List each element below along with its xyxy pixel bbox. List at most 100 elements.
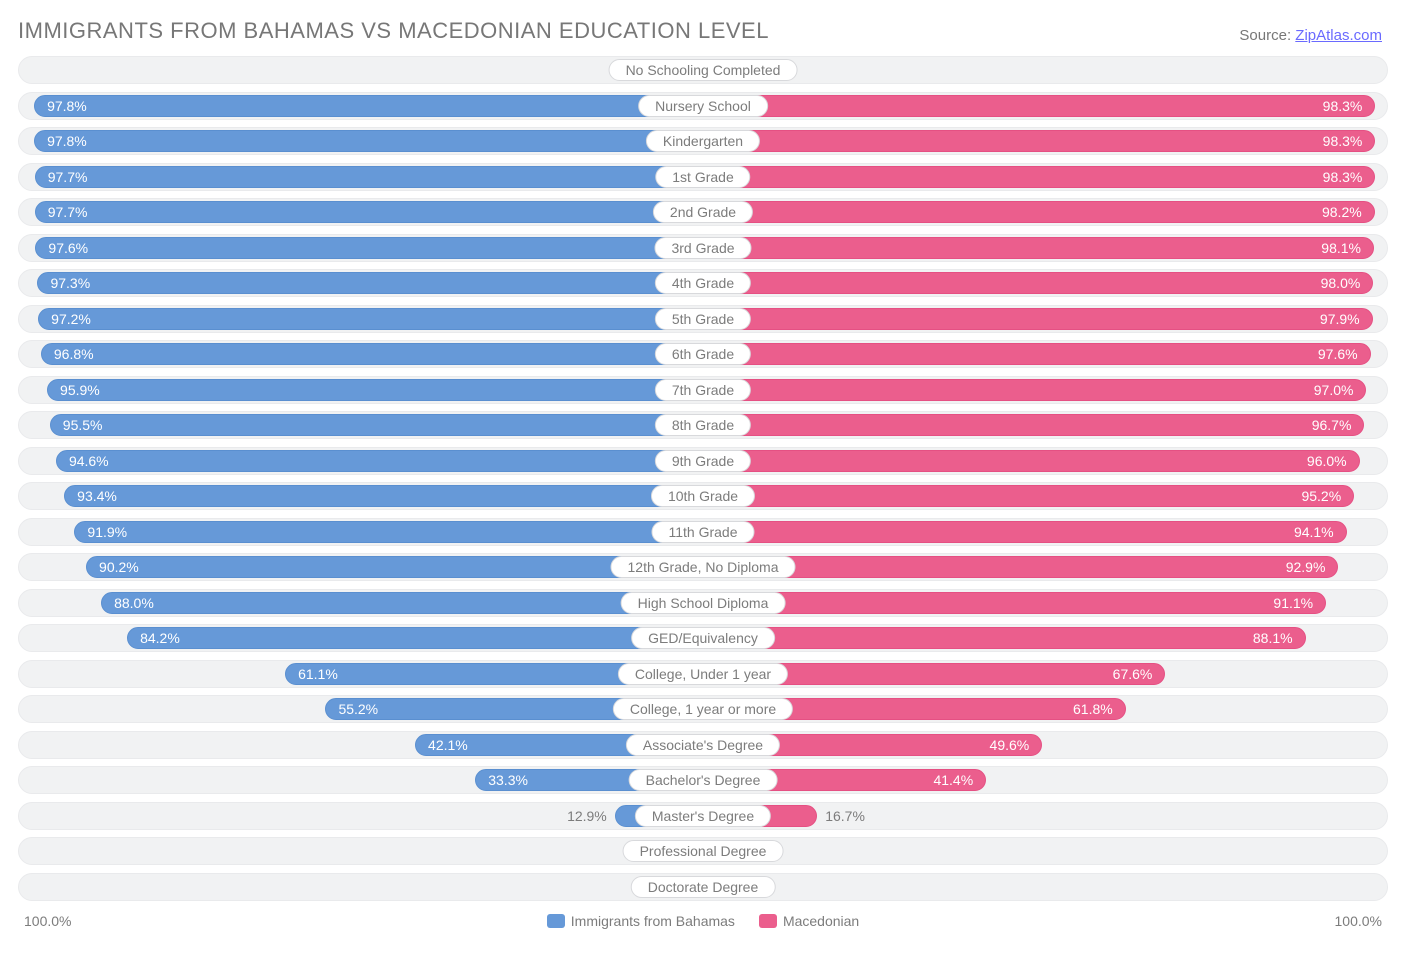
- value-label-left: 97.6%: [48, 238, 88, 258]
- value-label-right: 41.4%: [933, 770, 973, 790]
- bar-right: 88.1%: [703, 627, 1306, 649]
- bar-right: 97.9%: [703, 308, 1373, 330]
- legend: Immigrants from Bahamas Macedonian: [547, 913, 859, 929]
- value-label-left: 97.7%: [48, 167, 88, 187]
- value-label-right: 98.3%: [1323, 131, 1363, 151]
- bar-right: 98.2%: [703, 201, 1375, 223]
- chart-container: IMMIGRANTS FROM BAHAMAS VS MACEDONIAN ED…: [0, 0, 1406, 975]
- value-label-left: 97.7%: [48, 202, 88, 222]
- value-label-right: 96.7%: [1312, 415, 1352, 435]
- bar-right: 98.3%: [703, 130, 1375, 152]
- source-attribution: Source: ZipAtlas.com: [1239, 27, 1382, 44]
- value-label-left: 12.9%: [567, 803, 607, 829]
- category-label: 11th Grade: [651, 521, 754, 543]
- value-label-left: 97.3%: [50, 273, 90, 293]
- category-label: 2nd Grade: [653, 201, 753, 223]
- bar-right: 97.0%: [703, 379, 1366, 401]
- value-label-right: 96.0%: [1307, 451, 1347, 471]
- value-label-right: 98.3%: [1323, 167, 1363, 187]
- chart-row: 55.2%61.8%College, 1 year or more: [18, 695, 1388, 723]
- category-label: Kindergarten: [646, 130, 760, 152]
- category-label: Bachelor's Degree: [629, 769, 778, 791]
- bar-left: 93.4%: [64, 485, 703, 507]
- category-label: 4th Grade: [655, 272, 751, 294]
- value-label-left: 94.6%: [69, 451, 109, 471]
- axis-max-left: 100.0%: [24, 913, 71, 929]
- chart-row: 97.6%98.1%3rd Grade: [18, 234, 1388, 262]
- chart-row: 97.8% 98.3% Nursery School: [18, 92, 1388, 120]
- bar-left: 97.6%: [35, 237, 703, 259]
- value-label-right: 97.6%: [1318, 344, 1358, 364]
- value-label-right: 97.0%: [1314, 380, 1354, 400]
- value-label-left: 96.8%: [54, 344, 94, 364]
- value-label-left: 90.2%: [99, 557, 139, 577]
- bar-right: 91.1%: [703, 592, 1326, 614]
- header: IMMIGRANTS FROM BAHAMAS VS MACEDONIAN ED…: [0, 0, 1406, 54]
- bar-left: 97.8%: [34, 95, 703, 117]
- chart-row: 3.8%4.8%Professional Degree: [18, 837, 1388, 865]
- diverging-bar-chart: 2.2%1.7%No Schooling Completed 97.8% 98.3%…: [0, 54, 1406, 901]
- value-label-right: 88.1%: [1253, 628, 1293, 648]
- bar-left: 97.7%: [35, 201, 703, 223]
- value-label-left: 55.2%: [338, 699, 378, 719]
- chart-row: 88.0%91.1%High School Diploma: [18, 589, 1388, 617]
- chart-row: 90.2%92.9%12th Grade, No Diploma: [18, 553, 1388, 581]
- bar-left: 97.7%: [35, 166, 703, 188]
- bar-right: 98.3%: [703, 166, 1375, 188]
- category-label: No Schooling Completed: [609, 59, 798, 81]
- category-label: Professional Degree: [623, 840, 784, 862]
- bar-right: 98.1%: [703, 237, 1374, 259]
- category-label: Master's Degree: [635, 805, 771, 827]
- chart-row: 97.7% 98.2%2nd Grade: [18, 198, 1388, 226]
- bar-left: 97.8%: [34, 130, 703, 152]
- category-label: Associate's Degree: [626, 734, 780, 756]
- category-label: 5th Grade: [655, 308, 751, 330]
- bar-left: 95.9%: [47, 379, 703, 401]
- category-label: Doctorate Degree: [631, 876, 776, 898]
- category-label: 7th Grade: [655, 379, 751, 401]
- bar-right: 96.0%: [703, 450, 1360, 472]
- value-label-left: 91.9%: [87, 522, 127, 542]
- value-label-left: 33.3%: [488, 770, 528, 790]
- value-label-right: 16.7%: [825, 803, 865, 829]
- value-label-right: 67.6%: [1113, 664, 1153, 684]
- chart-row: 84.2% 88.1% GED/Equivalency: [18, 624, 1388, 652]
- chart-row: 96.8% 97.6% 6th Grade: [18, 340, 1388, 368]
- category-label: 1st Grade: [655, 166, 750, 188]
- value-label-right: 98.0%: [1321, 273, 1361, 293]
- chart-row: 94.6%96.0%9th Grade: [18, 447, 1388, 475]
- chart-row: 42.1%49.6%Associate's Degree: [18, 731, 1388, 759]
- chart-row: 2.2%1.7%No Schooling Completed: [18, 56, 1388, 84]
- category-label: 12th Grade, No Diploma: [611, 556, 796, 578]
- value-label-right: 95.2%: [1301, 486, 1341, 506]
- bar-left: 91.9%: [74, 521, 703, 543]
- value-label-right: 97.9%: [1320, 309, 1360, 329]
- value-label-right: 98.3%: [1323, 96, 1363, 116]
- bar-right: 98.3%: [703, 95, 1375, 117]
- chart-row: 33.3% 41.4% Bachelor's Degree: [18, 766, 1388, 794]
- chart-row: 1.5%1.9%Doctorate Degree: [18, 873, 1388, 901]
- bar-left: 97.2%: [38, 308, 703, 330]
- value-label-right: 61.8%: [1073, 699, 1113, 719]
- axis-max-right: 100.0%: [1335, 913, 1382, 929]
- category-label: GED/Equivalency: [631, 627, 775, 649]
- category-label: 6th Grade: [655, 343, 751, 365]
- source-link[interactable]: ZipAtlas.com: [1295, 27, 1382, 44]
- chart-footer: 100.0% Immigrants from Bahamas Macedonia…: [18, 908, 1388, 934]
- bar-right: 98.0%: [703, 272, 1373, 294]
- value-label-left: 97.2%: [51, 309, 91, 329]
- legend-label-left: Immigrants from Bahamas: [571, 913, 735, 929]
- value-label-left: 97.8%: [47, 96, 87, 116]
- value-label-left: 93.4%: [77, 486, 117, 506]
- bar-right: 97.6%: [703, 343, 1371, 365]
- category-label: Nursery School: [638, 95, 768, 117]
- chart-row: 97.7% 98.3% 1st Grade: [18, 163, 1388, 191]
- value-label-right: 94.1%: [1294, 522, 1334, 542]
- chart-row: 91.9% 94.1% 11th Grade: [18, 518, 1388, 546]
- value-label-left: 97.8%: [47, 131, 87, 151]
- legend-swatch-right: [759, 914, 777, 928]
- value-label-left: 84.2%: [140, 628, 180, 648]
- chart-row: 12.9% 16.7% Master's Degree: [18, 802, 1388, 830]
- bar-left: 95.5%: [50, 414, 703, 436]
- chart-row: 93.4%95.2%10th Grade: [18, 482, 1388, 510]
